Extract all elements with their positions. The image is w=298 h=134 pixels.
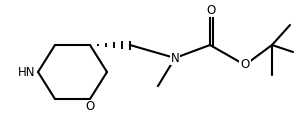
Text: O: O	[240, 59, 250, 72]
Text: O: O	[207, 4, 216, 17]
Text: O: O	[85, 100, 95, 113]
Text: N: N	[171, 51, 179, 64]
Text: HN: HN	[18, 66, 35, 79]
